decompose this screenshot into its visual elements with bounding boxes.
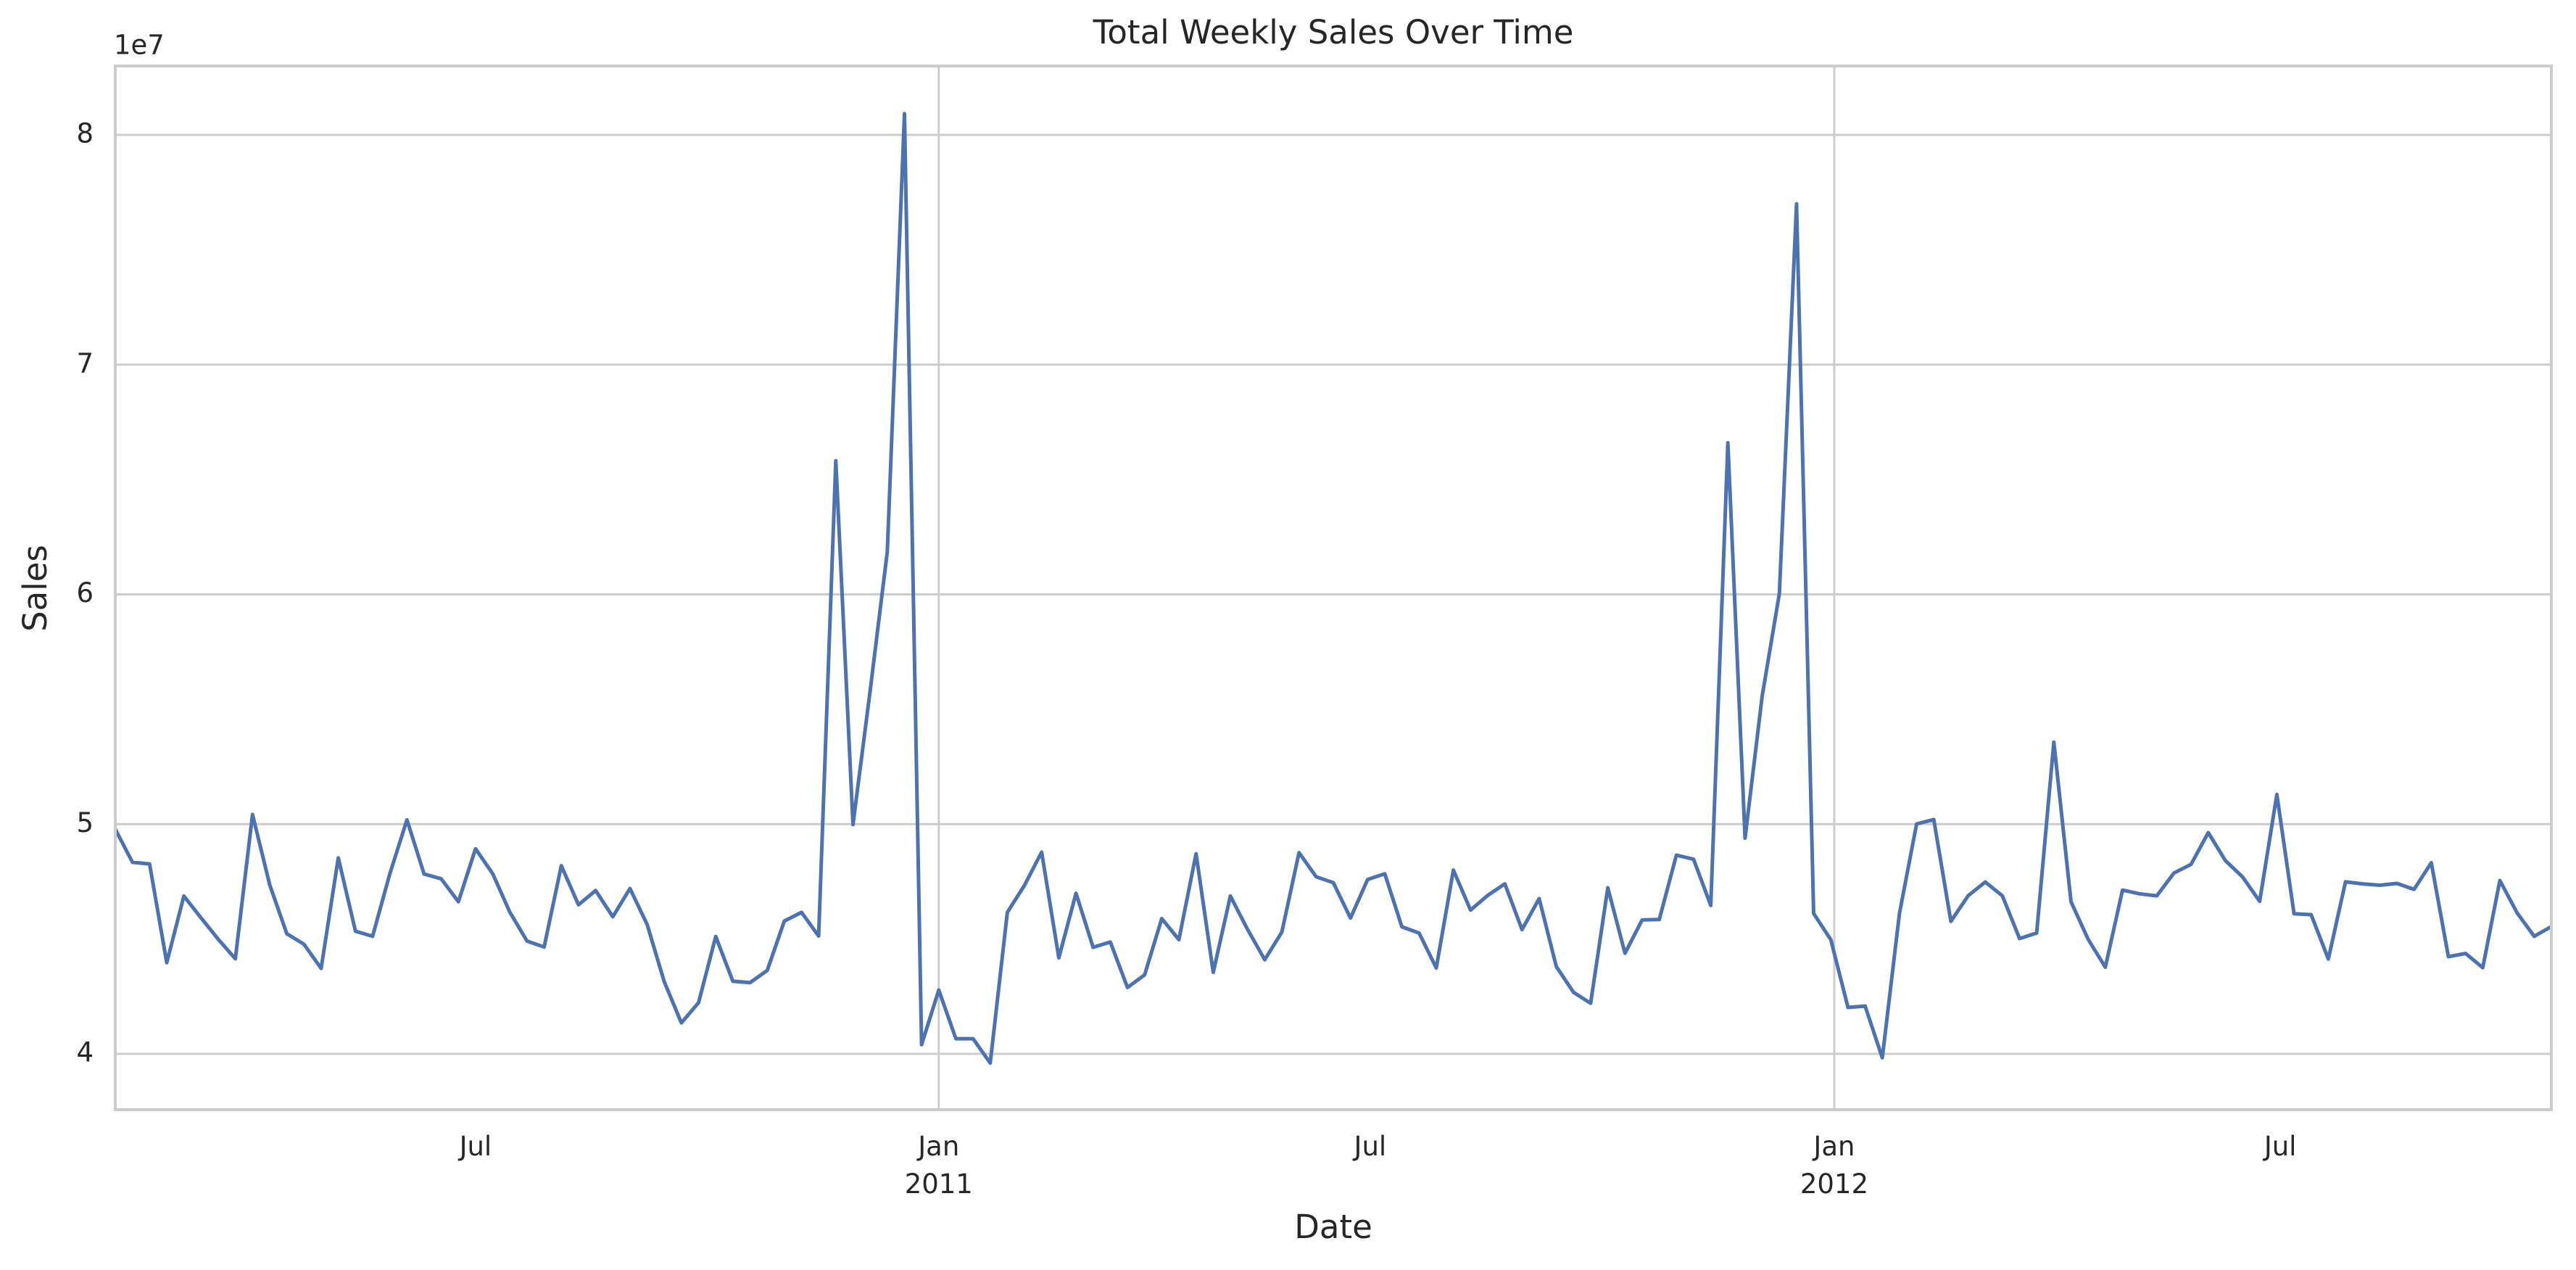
x-axis-label: Date <box>1294 1208 1372 1246</box>
y-tick-label: 4 <box>76 1037 94 1068</box>
x-tick-label: Jul <box>2263 1131 2297 1162</box>
y-tick-label: 8 <box>76 118 94 149</box>
chart-title: Total Weekly Sales Over Time <box>1093 13 1574 51</box>
plot-frame <box>114 65 2553 1111</box>
y-offset-label: 1e7 <box>114 30 165 61</box>
plot-area <box>113 112 2553 1065</box>
x-tick-label: Jul <box>1353 1131 1387 1162</box>
y-axis-label: Sales <box>16 545 54 632</box>
data-line <box>113 112 2553 1065</box>
x-tick-label: Jul <box>458 1131 492 1162</box>
x-tick-label: Jan 2011 <box>905 1131 973 1200</box>
y-tick-label: 7 <box>76 347 94 379</box>
x-tick-label: Jan 2012 <box>1800 1131 1868 1200</box>
y-tick-label: 5 <box>76 807 94 838</box>
y-tick-label: 6 <box>76 577 94 609</box>
grid <box>115 66 2551 1110</box>
